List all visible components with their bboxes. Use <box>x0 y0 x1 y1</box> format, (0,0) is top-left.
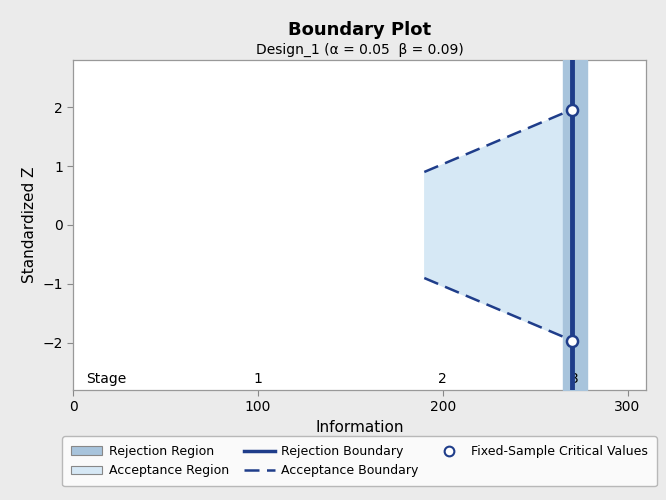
Y-axis label: Standardized Z: Standardized Z <box>22 167 37 283</box>
Text: 1: 1 <box>254 372 262 386</box>
Text: Boundary Plot: Boundary Plot <box>288 20 431 38</box>
Text: 2: 2 <box>438 372 447 386</box>
Legend: Rejection Region, Acceptance Region, Rejection Boundary, Acceptance Boundary, Fi: Rejection Region, Acceptance Region, Rej… <box>63 436 657 486</box>
Text: Stage: Stage <box>87 372 127 386</box>
Text: Design_1 (α = 0.05  β = 0.09): Design_1 (α = 0.05 β = 0.09) <box>256 42 464 56</box>
X-axis label: Information: Information <box>316 420 404 435</box>
Text: 3: 3 <box>569 372 578 386</box>
